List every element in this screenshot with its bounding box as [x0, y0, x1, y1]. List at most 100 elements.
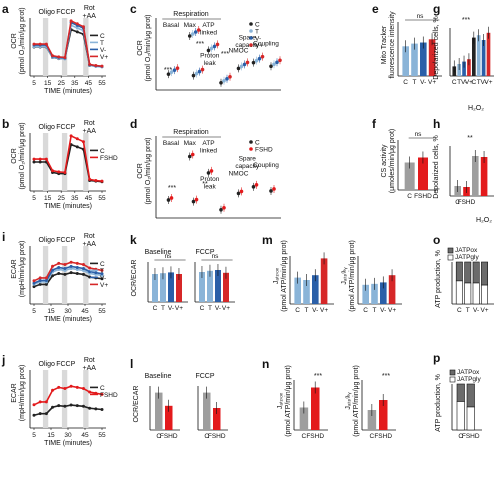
panel-m-2-xtick-label: C	[363, 307, 368, 314]
panel-k-2-xtick-label: C	[200, 305, 205, 312]
panel-j-point	[88, 406, 92, 410]
panel-letter-g: g	[433, 2, 440, 16]
panel-c-respiration-label: Respiration	[173, 11, 209, 18]
panel-a-xtick-label: 25	[58, 80, 66, 87]
panel-i-point	[75, 261, 79, 265]
panel-k-2-xtick-label: V-	[215, 305, 221, 312]
panel-i-point	[44, 282, 48, 286]
panel-c-nmoc-label: NMOC	[229, 48, 249, 55]
panel-k-1-ns: ns	[165, 253, 173, 260]
panel-b-point	[69, 134, 73, 138]
panel-h-xtick-label: FSHD	[458, 199, 476, 206]
panel-a-point	[32, 42, 36, 46]
panel-n-star: ***	[314, 373, 322, 380]
panel-g-xtick-label: C	[471, 79, 476, 86]
panel-m-1-xtick-label: V+	[320, 307, 328, 314]
panel-j-point	[75, 404, 79, 408]
panel-a-xtick-label: 55	[98, 80, 106, 87]
panel-j-point	[75, 385, 79, 389]
panel-a-xlabel: TIME (minutes)	[44, 88, 92, 95]
panel-d-atp-label: ATP linked	[200, 140, 217, 155]
panel-j-inj-fccp: FCCP	[56, 361, 75, 368]
panel-i-point	[75, 272, 79, 276]
panel-a-legend-label: T	[100, 40, 104, 47]
panel-c-star: ***	[196, 41, 204, 48]
panel-k-1-bar-T	[160, 273, 166, 302]
panel-b-xlabel: TIME (minutes)	[44, 203, 92, 210]
panel-j-point	[69, 403, 73, 407]
panel-f-xtick-label: FSHD	[414, 193, 432, 200]
panel-n-star: ***	[382, 373, 390, 380]
panel-j-point	[38, 400, 42, 404]
panel-k-1-bar-V-	[168, 272, 174, 302]
panel-i-legend-label: V-	[100, 275, 106, 282]
panel-p-xtick-label: FSHD	[462, 433, 480, 440]
panel-l-2-xtick-label: C	[204, 433, 209, 440]
panel-m-2-bar-V+	[388, 275, 396, 304]
panel-a-point	[94, 64, 98, 68]
panel-m-1-xtick-label: C	[295, 307, 300, 314]
panel-letter-h: h	[433, 117, 440, 131]
panel-i-point	[57, 272, 61, 276]
panel-d-legend-label: FSHD	[255, 147, 273, 154]
panel-letter-a: a	[2, 2, 9, 16]
panel-b-xtick-label: 45	[85, 195, 93, 202]
panel-b-inj-oligo: Oligo	[39, 124, 55, 131]
panel-n-2-bar-C	[367, 410, 377, 430]
panel-j-inj-oligo: Oligo	[39, 361, 55, 368]
panel-b-point	[75, 137, 79, 141]
panel-i-point	[57, 261, 61, 265]
panel-d-max-label: Max	[184, 140, 197, 147]
panel-j-xtick-label: 15	[47, 432, 55, 439]
panel-o-bar-ox	[481, 261, 488, 286]
panel-i-point	[69, 260, 73, 264]
panel-j-xtick-label: 45	[81, 432, 89, 439]
panel-c-star: ***	[221, 51, 229, 58]
panel-i-point	[69, 271, 73, 275]
panel-d-proton-label: Proton leak	[200, 176, 220, 191]
panel-i-point	[38, 282, 42, 286]
panel-n-2-bar-FSHD	[379, 400, 388, 430]
panel-m-2-bar-V-	[380, 282, 387, 304]
panel-letter-n: n	[262, 357, 269, 371]
panel-i-point	[100, 272, 104, 276]
panel-i-inj-fccp: FCCP	[56, 237, 75, 244]
panel-j-shade-2	[83, 370, 89, 428]
panel-c-star: ***	[164, 67, 172, 74]
panel-o-legend-label: JATPgly	[455, 254, 479, 261]
panel-i-ylabel: ECAR(mpH/min/μg prot)	[11, 241, 26, 298]
panel-d-star: **	[202, 181, 208, 188]
panel-b-point	[51, 169, 55, 173]
panel-m-2-ylabel: Jₐₜₚᵍₗᵧ(pmol ATP/min/μg prot)	[341, 240, 356, 312]
panel-j-point	[51, 388, 55, 392]
panel-n-2-ylabel: Jₐₜₚᵍₗᵧ(pmol ATP/min/μg prot)	[345, 365, 360, 437]
panel-g-bar-V-	[481, 40, 486, 76]
panel-p-legend-label: JATPox	[457, 369, 480, 376]
panel-b-point	[32, 160, 36, 164]
panel-k-1-xtick-label: C	[153, 305, 158, 312]
panel-i-point	[94, 271, 98, 275]
panel-c-basal-label: Basal	[163, 22, 180, 29]
panel-m-1-bar-T	[303, 280, 310, 304]
panel-m-1-xtick-label: V-	[312, 307, 318, 314]
panel-d-respiration-label: Respiration	[173, 129, 209, 136]
panel-g-bar-C	[472, 37, 476, 76]
panel-e-xtick-label: V-	[420, 79, 426, 86]
panel-j-shade-0	[42, 370, 49, 428]
panel-d-nmoc-label: NMOC	[229, 170, 249, 177]
panel-l-2-bar-C	[203, 392, 211, 430]
panel-o-bar-ox	[472, 261, 480, 284]
panel-j-point	[100, 407, 104, 411]
panel-l-1-xtick-label: C	[156, 433, 161, 440]
panel-i-point	[88, 266, 92, 270]
panel-b-point	[44, 157, 48, 161]
panel-a-inj-rot: Rot +AA	[83, 5, 97, 20]
panel-h-bar-	[472, 156, 479, 196]
panel-g-star: ***	[462, 17, 470, 24]
panel-j-point	[38, 412, 42, 416]
panel-i-point	[51, 274, 55, 278]
panel-i-legend-label: V+	[100, 282, 108, 289]
panel-o-legend-swatch	[447, 254, 454, 261]
panel-a-point	[75, 26, 79, 30]
panel-o-xtick-label: T	[466, 307, 470, 314]
